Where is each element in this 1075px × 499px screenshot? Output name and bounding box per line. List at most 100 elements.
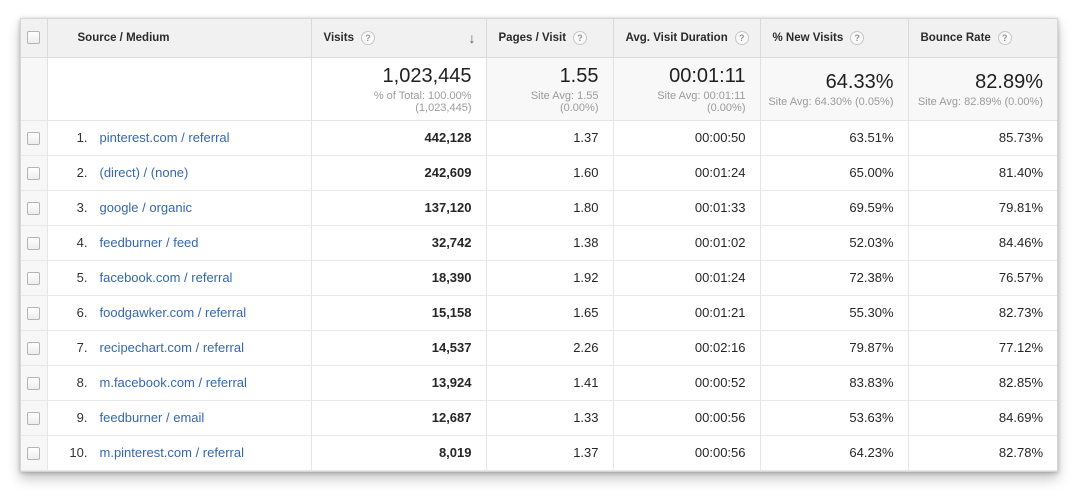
help-icon[interactable]: ? <box>360 30 375 45</box>
avg-visit-duration-value: 00:02:16 <box>612 330 760 366</box>
avg-pages-subtext: Site Avg: 1.55 (0.00%) <box>530 89 599 114</box>
row-rank: 9. <box>76 410 88 425</box>
help-icon[interactable]: ? <box>573 30 588 45</box>
row-checkbox[interactable] <box>27 342 41 356</box>
table-row: 3. google / organic 137,120 1.80 00:01:33… <box>21 190 1057 226</box>
table-row: 4. feedburner / feed 32,742 1.38 00:01:02… <box>21 225 1057 261</box>
new-visits-value: 72.38% <box>759 260 908 296</box>
row-checkbox[interactable] <box>27 237 41 251</box>
source-medium-table: Source / Medium Visits ? ↓ Pages / Visit… <box>21 19 1057 471</box>
source-medium-cell: 8. m.facebook.com / referral <box>46 365 311 401</box>
table-row: 6. foodgawker.com / referral 15,158 1.65 … <box>21 295 1057 331</box>
summary-visits-cell: 1,023,445 % of Total: 100.00% (1,023,445… <box>310 57 486 121</box>
row-checkbox[interactable] <box>27 307 41 321</box>
column-header-pages-per-visit[interactable]: Pages / Visit ? <box>485 19 613 58</box>
table-row: 10. m.pinterest.com / referral 8,019 1.37… <box>21 435 1057 471</box>
source-medium-link[interactable]: m.pinterest.com / referral <box>99 445 245 460</box>
pct-new-visits: 64.33% <box>825 70 894 93</box>
bounce-rate-value: 82.85% <box>907 365 1057 401</box>
pages-per-visit-value: 1.41 <box>485 365 613 401</box>
select-all-checkbox[interactable] <box>27 31 41 45</box>
table-body: 1. pinterest.com / referral 442,128 1.37 … <box>21 120 1057 471</box>
source-medium-link[interactable]: (direct) / (none) <box>99 165 189 180</box>
new-visits-value: 83.83% <box>759 365 908 401</box>
summary-bounce-cell: 82.89% Site Avg: 82.89% (0.00%) <box>907 57 1057 121</box>
row-rank: 6. <box>76 305 88 320</box>
table-row: 5. facebook.com / referral 18,390 1.92 00… <box>21 260 1057 296</box>
new-visits-value: 69.59% <box>759 190 908 226</box>
help-icon[interactable]: ? <box>850 30 865 45</box>
avg-visit-duration-value: 00:01:24 <box>612 155 760 191</box>
avg-pages-per-visit: 1.55 <box>559 64 599 87</box>
pages-per-visit-value: 1.60 <box>485 155 613 191</box>
row-rank: 10. <box>69 445 88 460</box>
pages-per-visit-value: 1.37 <box>485 120 613 156</box>
row-checkbox-cell <box>21 225 47 261</box>
table-row: 2. (direct) / (none) 242,609 1.60 00:01:2… <box>21 155 1057 191</box>
source-medium-cell: 4. feedburner / feed <box>46 225 311 261</box>
row-checkbox-cell <box>21 295 47 331</box>
visits-value: 18,390 <box>310 260 486 296</box>
row-checkbox-cell <box>21 435 47 471</box>
visits-value: 442,128 <box>310 120 486 156</box>
row-rank: 2. <box>76 165 88 180</box>
column-header-duration-label: Avg. Visit Duration <box>625 31 728 44</box>
pages-per-visit-value: 1.38 <box>485 225 613 261</box>
sort-descending-icon[interactable]: ↓ <box>468 29 476 46</box>
new-visits-value: 63.51% <box>759 120 908 156</box>
new-visits-value: 53.63% <box>759 400 908 436</box>
summary-new-visits-cell: 64.33% Site Avg: 64.30% (0.05%) <box>759 57 908 121</box>
column-header-avg-visit-duration[interactable]: Avg. Visit Duration ? <box>612 19 760 58</box>
source-medium-link[interactable]: recipechart.com / referral <box>99 340 245 355</box>
bounce-rate-value: 79.81% <box>907 190 1057 226</box>
visits-value: 15,158 <box>310 295 486 331</box>
row-rank: 7. <box>76 340 88 355</box>
bounce-rate-value: 77.12% <box>907 330 1057 366</box>
source-medium-link[interactable]: m.facebook.com / referral <box>99 375 247 390</box>
row-checkbox-cell <box>21 190 47 226</box>
source-medium-cell: 10. m.pinterest.com / referral <box>46 435 311 471</box>
source-medium-link[interactable]: google / organic <box>99 200 193 215</box>
column-header-new-visits[interactable]: % New Visits ? <box>759 19 908 58</box>
bounce-rate-value: 82.73% <box>907 295 1057 331</box>
row-checkbox[interactable] <box>27 377 41 391</box>
source-medium-link[interactable]: pinterest.com / referral <box>99 130 230 145</box>
source-medium-link[interactable]: facebook.com / referral <box>99 270 233 285</box>
row-rank: 4. <box>76 235 88 250</box>
help-icon[interactable]: ? <box>734 30 749 45</box>
row-rank: 5. <box>76 270 88 285</box>
column-header-visits-label: Visits <box>323 31 354 44</box>
avg-visit-duration-value: 00:01:33 <box>612 190 760 226</box>
column-header-new-visits-label: % New Visits <box>772 31 844 44</box>
help-icon[interactable]: ? <box>997 30 1012 45</box>
avg-visit-duration-value: 00:00:52 <box>612 365 760 401</box>
column-header-bounce-rate[interactable]: Bounce Rate ? <box>907 19 1057 58</box>
total-visits-subtext: % of Total: 100.00% (1,023,445) <box>373 89 472 114</box>
pages-per-visit-value: 1.65 <box>485 295 613 331</box>
visits-value: 32,742 <box>310 225 486 261</box>
row-checkbox[interactable] <box>27 272 41 286</box>
row-checkbox[interactable] <box>27 447 41 461</box>
bounce-rate-subtext: Site Avg: 82.89% (0.00%) <box>917 95 1043 108</box>
source-medium-cell: 2. (direct) / (none) <box>46 155 311 191</box>
source-medium-link[interactable]: feedburner / email <box>99 410 205 425</box>
row-checkbox[interactable] <box>27 202 41 216</box>
source-medium-cell: 9. feedburner / email <box>46 400 311 436</box>
column-header-visits[interactable]: Visits ? ↓ <box>310 19 486 58</box>
row-checkbox-cell <box>21 365 47 401</box>
row-checkbox[interactable] <box>27 167 41 181</box>
source-medium-link[interactable]: foodgawker.com / referral <box>99 305 247 320</box>
source-medium-link[interactable]: feedburner / feed <box>99 235 199 250</box>
pct-new-visits-subtext: Site Avg: 64.30% (0.05%) <box>768 95 894 108</box>
select-all-header-cell <box>21 19 47 58</box>
pages-per-visit-value: 1.80 <box>485 190 613 226</box>
row-checkbox[interactable] <box>27 412 41 426</box>
row-rank: 8. <box>76 375 88 390</box>
bounce-rate-value: 76.57% <box>907 260 1057 296</box>
row-checkbox[interactable] <box>27 132 41 146</box>
row-checkbox-cell <box>21 120 47 156</box>
bounce-rate-value: 84.69% <box>907 400 1057 436</box>
avg-visit-duration-value: 00:01:21 <box>612 295 760 331</box>
table-row: 1. pinterest.com / referral 442,128 1.37 … <box>21 120 1057 156</box>
column-header-source-medium[interactable]: Source / Medium <box>46 19 311 58</box>
